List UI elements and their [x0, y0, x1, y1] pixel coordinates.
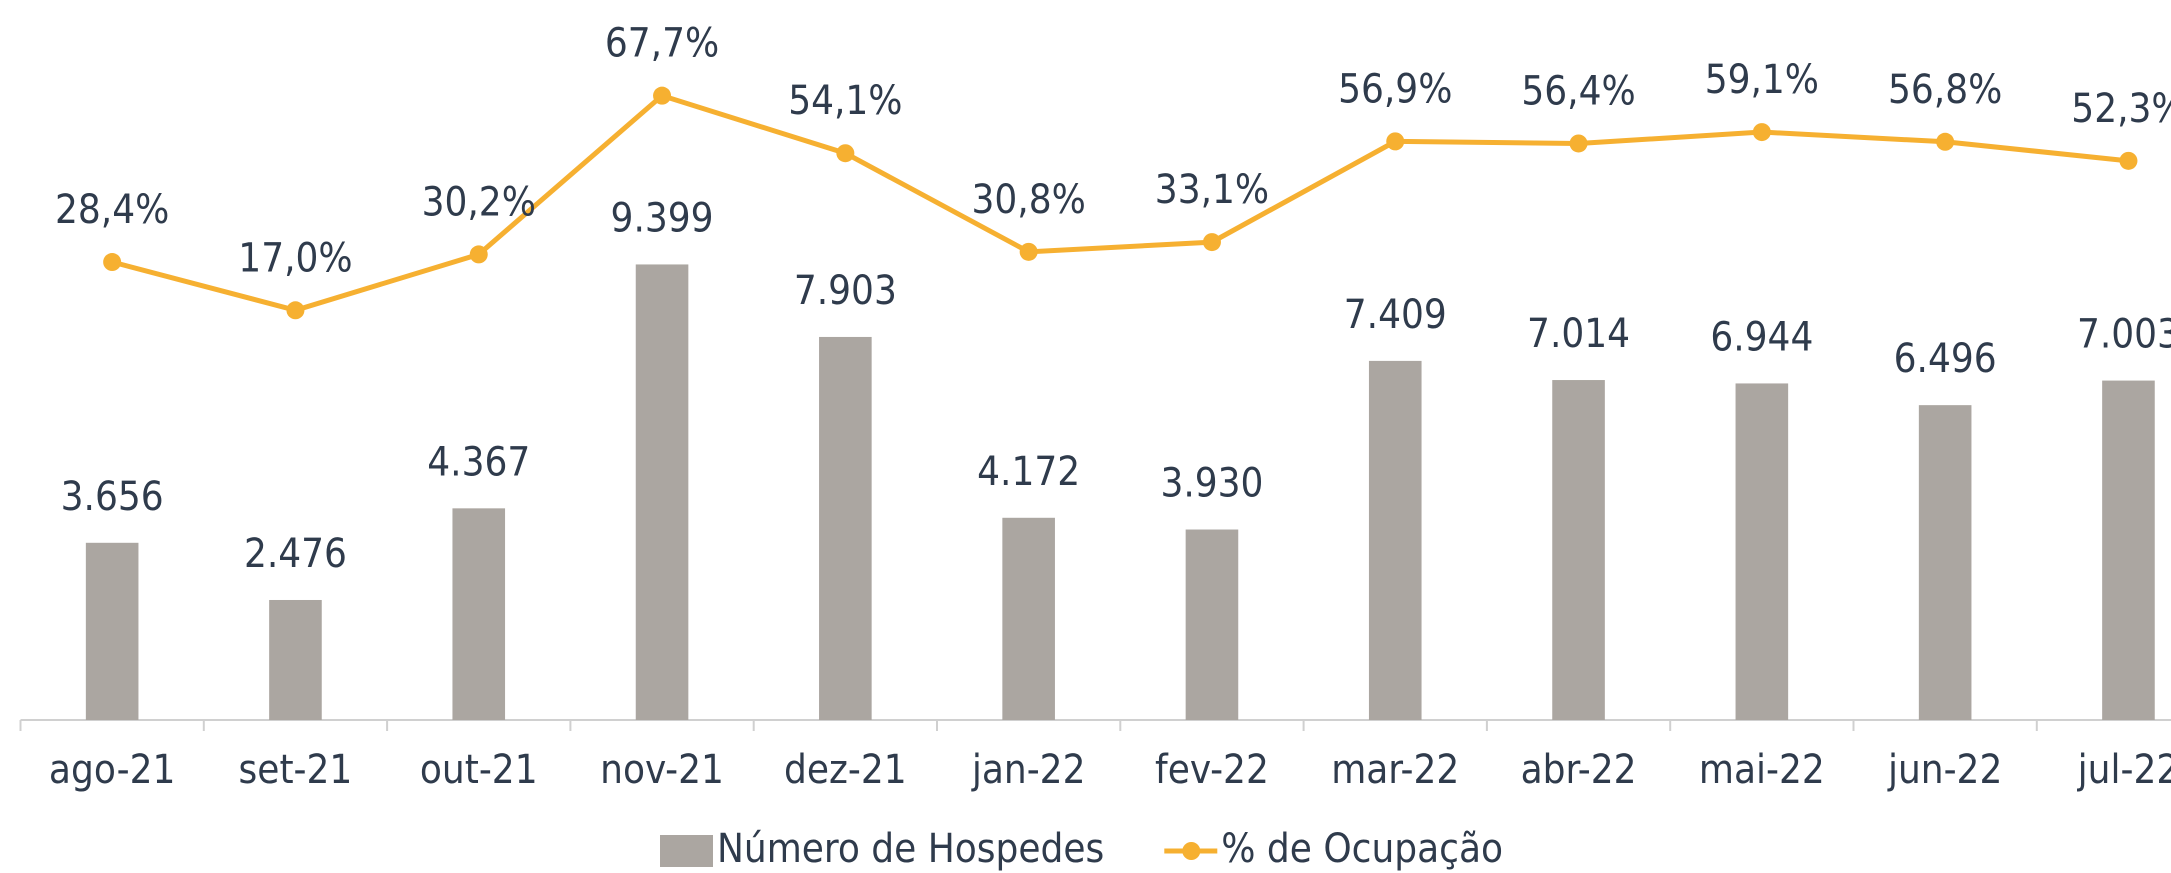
bar — [819, 336, 872, 720]
data-label: 7.903 — [794, 268, 897, 314]
data-label: 56,8% — [1888, 67, 2002, 113]
bar — [85, 542, 139, 720]
line-point — [1752, 123, 1771, 142]
bar — [1002, 517, 1055, 720]
data-label: 3.656 — [61, 474, 164, 520]
data-label: 33,1% — [1155, 167, 1269, 213]
line-point — [1386, 132, 1405, 151]
data-label: 4.172 — [977, 449, 1080, 495]
bar — [635, 264, 689, 720]
legend-swatch — [1182, 842, 1201, 860]
bar — [1552, 380, 1605, 720]
data-label: 28,4% — [55, 187, 169, 233]
data-label: 4.367 — [427, 439, 530, 485]
data-label: 56,4% — [1521, 68, 1635, 114]
x-tick-label: jan-22 — [971, 747, 1086, 793]
data-label: 9.399 — [611, 195, 714, 241]
line-point — [1936, 132, 1955, 151]
x-tick-label: jun-22 — [1887, 747, 2002, 793]
x-tick-label: fev-22 — [1155, 747, 1269, 793]
x-tick-label: dez-21 — [784, 747, 907, 793]
data-label: 30,2% — [422, 179, 536, 225]
data-label: 54,1% — [788, 78, 902, 124]
legend-label: Número de Hospedes — [717, 826, 1104, 872]
data-label: 59,1% — [1705, 57, 1819, 103]
bar — [1735, 383, 1789, 720]
data-label: 6.496 — [1894, 336, 1997, 382]
x-tick-label: set-21 — [239, 747, 353, 793]
bar — [2102, 380, 2155, 720]
x-tick-label: abr-22 — [1521, 747, 1637, 793]
data-label: 56,9% — [1338, 66, 1452, 112]
line-point — [2119, 151, 2138, 170]
line-point — [469, 245, 488, 264]
data-label: 52,3% — [2071, 86, 2171, 132]
x-tick-label: out-21 — [420, 747, 538, 793]
data-label: 7.003 — [2077, 312, 2171, 358]
data-label: 7.409 — [1344, 292, 1447, 338]
data-label: 6.944 — [1710, 314, 1813, 360]
line-point — [286, 301, 305, 320]
line — [111, 92, 2129, 313]
line-point — [653, 86, 672, 105]
data-label: 30,8% — [972, 177, 1086, 223]
line-point — [1019, 242, 1038, 261]
x-tick-label: jul-22 — [2077, 747, 2171, 793]
bar — [1918, 405, 1972, 720]
bar — [1368, 360, 1422, 720]
data-label: 17,0% — [238, 235, 352, 281]
line-point — [836, 144, 855, 163]
data-label: 3.930 — [1160, 461, 1263, 507]
data-label: 67,7% — [605, 21, 719, 67]
bar — [269, 599, 322, 720]
line-point — [103, 253, 122, 272]
line-point — [1202, 233, 1221, 252]
x-tick-label: mar-22 — [1331, 747, 1459, 793]
legend-label: % de Ocupação — [1221, 826, 1503, 872]
x-tick-label: nov-21 — [600, 747, 724, 793]
x-tick-label: ago-21 — [49, 747, 175, 793]
data-label: 2.476 — [244, 531, 347, 577]
line-point — [1569, 134, 1588, 153]
data-label: 7.014 — [1527, 311, 1630, 357]
x-tick-label: mai-22 — [1699, 747, 1825, 793]
bar — [452, 508, 506, 720]
bar — [1185, 529, 1239, 720]
legend-swatch — [660, 835, 713, 867]
